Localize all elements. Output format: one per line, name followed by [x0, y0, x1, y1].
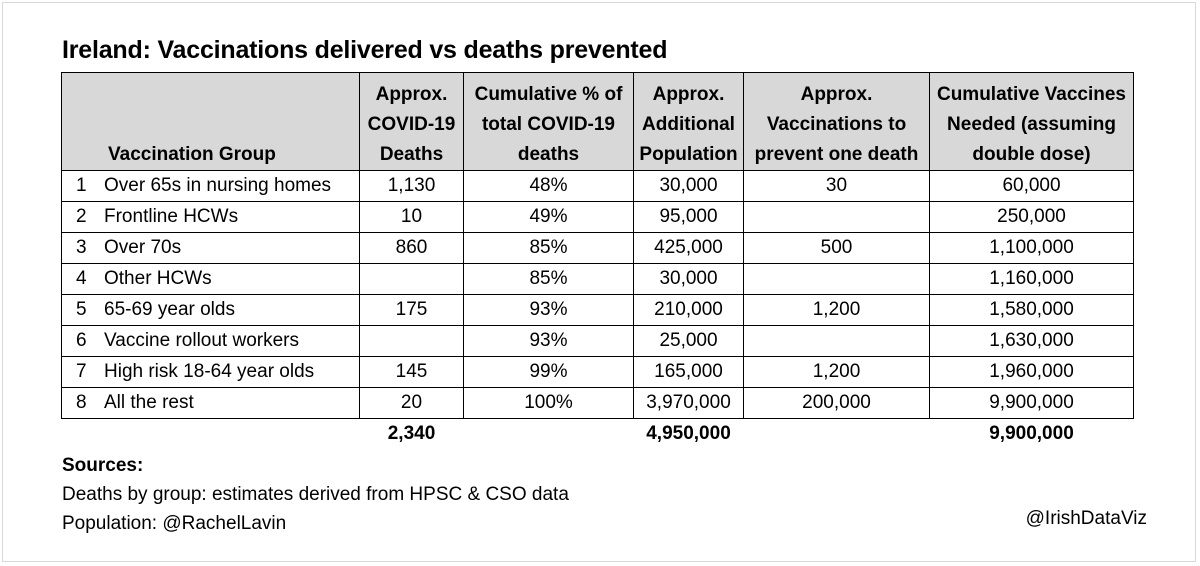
totals-spacer: [744, 419, 930, 450]
table-row: 5 65-69 year olds 175 93% 210,000 1,200 1,580,…: [61, 294, 1134, 326]
vaccinations-per-death-cell: 500: [743, 232, 930, 264]
totals-spacer: [464, 419, 634, 450]
table-row: 6 Vaccine rollout workers 93% 25,000 1,630,0…: [61, 325, 1134, 357]
header-row: Vaccination Group Approx. COVID-19 Death…: [61, 72, 1134, 171]
additional-population-cell: 95,000: [633, 201, 744, 233]
cumulative-vaccines-cell: 1,100,000: [929, 232, 1134, 264]
cumulative-pct-cell: 85%: [463, 232, 634, 264]
vaccination-group-cell: 3 Over 70s: [61, 232, 360, 264]
vaccination-group-cell: 5 65-69 year olds: [61, 294, 360, 326]
row-number: 2: [76, 206, 87, 227]
deaths-cell: 860: [359, 232, 464, 264]
author-credit: @IrishDataViz: [1025, 508, 1147, 529]
deaths-cell: 1,130: [359, 170, 464, 202]
totals-spacer: [62, 419, 360, 450]
total-cumulative-vaccines: 9,900,000: [989, 423, 1074, 444]
header-cumulative-pct: Cumulative % of total COVID-19 deaths: [463, 72, 634, 171]
cumulative-pct-cell: 93%: [463, 325, 634, 357]
cumulative-vaccines-cell: 1,160,000: [929, 263, 1134, 295]
row-number: 5: [76, 299, 87, 320]
additional-population-cell: 25,000: [633, 325, 744, 357]
total-additional-population: 4,950,000: [646, 423, 731, 444]
table-row: 7 High risk 18-64 year olds 145 99% 165,000 1…: [61, 356, 1134, 388]
total-deaths: 2,340: [387, 423, 436, 444]
cumulative-vaccines-cell: 1,630,000: [929, 325, 1134, 357]
additional-population-cell: 165,000: [633, 356, 744, 388]
header-vaccination-group: Vaccination Group: [61, 72, 360, 171]
table-row: 2 Frontline HCWs 10 49% 95,000 250,000: [61, 201, 1134, 233]
cumulative-vaccines-cell: 1,580,000: [929, 294, 1134, 326]
group-name: Other HCWs: [104, 268, 212, 289]
header-deaths: Approx. COVID-19 Deaths: [359, 72, 464, 171]
cumulative-vaccines-cell: 250,000: [929, 201, 1134, 233]
vaccinations-per-death-cell: 200,000: [743, 387, 930, 419]
cumulative-vaccines-cell: 1,960,000: [929, 356, 1134, 388]
data-table: Vaccination Group Approx. COVID-19 Death…: [61, 72, 1134, 449]
deaths-cell: [359, 263, 464, 295]
additional-population-cell: 425,000: [633, 232, 744, 264]
page-title: Ireland: Vaccinations delivered vs death…: [62, 36, 668, 64]
table-row: 8 All the rest 20 100% 3,970,000 200,000 9,900…: [61, 387, 1134, 419]
group-name: Over 70s: [104, 237, 182, 258]
table-row: 1 Over 65s in nursing homes 1,130 48% 30,000…: [61, 170, 1134, 202]
additional-population-cell: 30,000: [633, 170, 744, 202]
header-cumulative-vaccines: Cumulative Vaccines Needed (assuming dou…: [929, 72, 1134, 171]
cumulative-vaccines-cell: 60,000: [929, 170, 1134, 202]
cumulative-pct-cell: 99%: [463, 356, 634, 388]
cumulative-vaccines-cell: 9,900,000: [929, 387, 1134, 419]
additional-population-cell: 30,000: [633, 263, 744, 295]
vaccination-group-cell: 2 Frontline HCWs: [61, 201, 360, 233]
cumulative-pct-cell: 48%: [463, 170, 634, 202]
vaccinations-per-death-cell: [743, 325, 930, 357]
cumulative-pct-cell: 93%: [463, 294, 634, 326]
group-name: Over 65s in nursing homes: [104, 175, 332, 196]
vaccinations-per-death-cell: 1,200: [743, 294, 930, 326]
cumulative-pct-cell: 49%: [463, 201, 634, 233]
row-number: 6: [76, 330, 87, 351]
additional-population-cell: 3,970,000: [633, 387, 744, 419]
vaccinations-per-death-cell: [743, 201, 930, 233]
vaccinations-per-death-cell: 1,200: [743, 356, 930, 388]
deaths-cell: 10: [359, 201, 464, 233]
deaths-cell: 175: [359, 294, 464, 326]
row-number: 3: [76, 237, 87, 258]
group-name: All the rest: [104, 392, 194, 413]
source-line-deaths: Deaths by group: estimates derived from …: [62, 484, 569, 505]
group-name: 65-69 year olds: [104, 299, 235, 320]
row-number: 1: [76, 175, 87, 196]
deaths-cell: [359, 325, 464, 357]
cumulative-pct-cell: 100%: [463, 387, 634, 419]
row-number: 7: [76, 361, 87, 382]
group-name: Frontline HCWs: [104, 206, 239, 227]
deaths-cell: 20: [359, 387, 464, 419]
additional-population-cell: 210,000: [633, 294, 744, 326]
totals-row: 2,340 4,950,000 9,900,000: [62, 419, 1134, 450]
row-number: 8: [76, 392, 87, 413]
table-row: 4 Other HCWs 85% 30,000 1,160,000: [61, 263, 1134, 295]
vaccinations-per-death-cell: 30: [743, 170, 930, 202]
vaccination-group-cell: 6 Vaccine rollout workers: [61, 325, 360, 357]
row-number: 4: [76, 268, 87, 289]
cumulative-pct-cell: 85%: [463, 263, 634, 295]
vaccinations-per-death-cell: [743, 263, 930, 295]
deaths-cell: 145: [359, 356, 464, 388]
group-name: Vaccine rollout workers: [104, 330, 300, 351]
header-additional-population: Approx. Additional Population: [633, 72, 744, 171]
sources-heading: Sources:: [62, 455, 144, 476]
table-row: 3 Over 70s 860 85% 425,000 500 1,100,000: [61, 232, 1134, 264]
table-body: 1 Over 65s in nursing homes 1,130 48% 30,000…: [61, 170, 1134, 450]
vaccination-group-cell: 7 High risk 18-64 year olds: [61, 356, 360, 388]
vaccination-group-cell: 1 Over 65s in nursing homes: [61, 170, 360, 202]
source-line-population: Population: @RachelLavin: [62, 513, 287, 534]
group-name: High risk 18-64 year olds: [104, 361, 315, 382]
vaccination-group-cell: 4 Other HCWs: [61, 263, 360, 295]
vaccination-group-cell: 8 All the rest: [61, 387, 360, 419]
header-vaccinations-per-death: Approx. Vaccinations to prevent one deat…: [743, 72, 930, 171]
sources-block: Sources: Deaths by group: estimates deri…: [62, 451, 569, 538]
